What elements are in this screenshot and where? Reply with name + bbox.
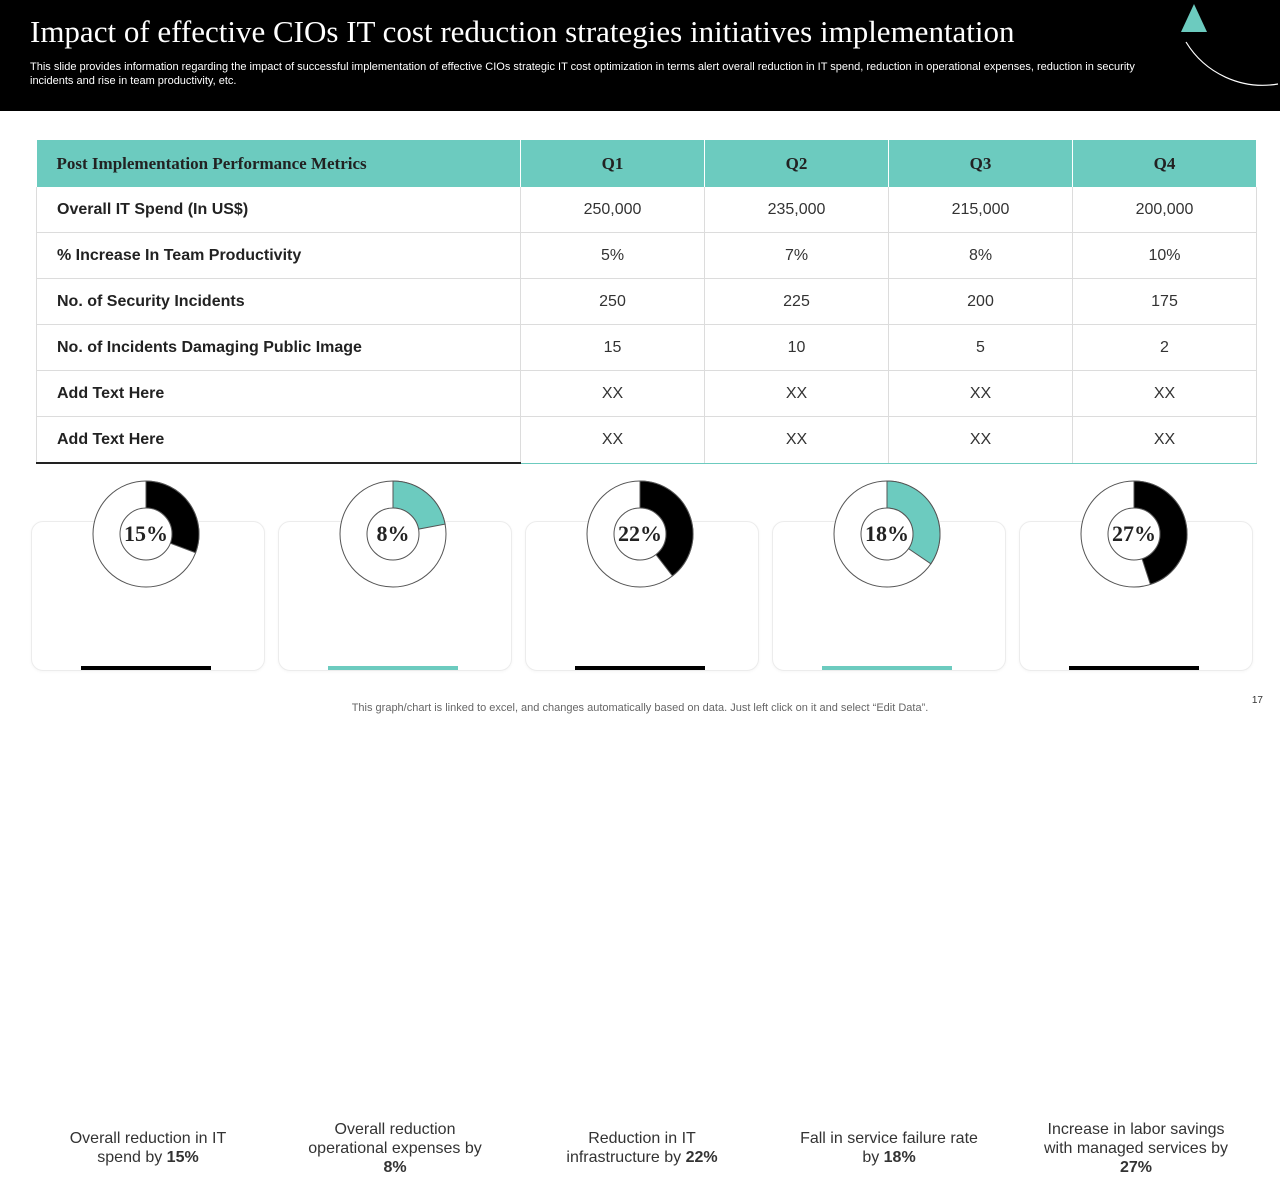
cell-q3: XX bbox=[888, 416, 1073, 464]
cell-q1: 5% bbox=[520, 232, 705, 279]
kpi-description: Reduction in IT infrastructure by 22% bbox=[566, 1130, 718, 1166]
table-row: No. of Security Incidents 250 225 200 17… bbox=[36, 278, 1257, 325]
table-header-q2: Q2 bbox=[704, 140, 889, 187]
kpi-donut bbox=[92, 480, 200, 588]
cell-q2: XX bbox=[704, 370, 889, 417]
row-label: Add Text Here bbox=[36, 370, 521, 417]
cell-q2: 10 bbox=[704, 324, 889, 371]
kpi-description: Increase in labor savings with managed s… bbox=[1043, 1120, 1229, 1176]
cell-q2: XX bbox=[704, 416, 889, 464]
cell-q3: 8% bbox=[888, 232, 1073, 279]
slide-subtitle: This slide provides information regardin… bbox=[30, 61, 1135, 87]
kpi-donut bbox=[833, 480, 941, 588]
table-row: Add Text Here XX XX XX XX bbox=[36, 416, 1257, 464]
table-row: % Increase In Team Productivity 5% 7% 8%… bbox=[36, 232, 1257, 279]
table-header-q3: Q3 bbox=[888, 140, 1073, 187]
kpi-accent-bar bbox=[1069, 666, 1199, 670]
kpi-accent-bar bbox=[575, 666, 705, 670]
footer-note: This graph/chart is linked to excel, and… bbox=[351, 702, 929, 714]
kpi-accent-bar bbox=[822, 666, 952, 670]
row-label: No. of Security Incidents bbox=[36, 278, 521, 325]
row-label: % Increase In Team Productivity bbox=[36, 232, 521, 279]
row-label: Add Text Here bbox=[36, 416, 521, 464]
metrics-table: Post Implementation Performance Metrics … bbox=[36, 140, 1257, 464]
kpi-donut bbox=[339, 480, 447, 588]
table-header-q4: Q4 bbox=[1072, 140, 1257, 187]
cell-q1: XX bbox=[520, 370, 705, 417]
cell-q4: 200,000 bbox=[1072, 187, 1257, 233]
row-label: Overall IT Spend (In US$) bbox=[36, 187, 521, 233]
page-number: 17 bbox=[1251, 695, 1263, 706]
kpi-accent-bar bbox=[81, 666, 211, 670]
cell-q4: XX bbox=[1072, 370, 1257, 417]
row-label: No. of Incidents Damaging Public Image bbox=[36, 324, 521, 371]
table-row: Overall IT Spend (In US$) 250,000 235,00… bbox=[36, 187, 1257, 233]
cell-q4: 175 bbox=[1072, 278, 1257, 325]
kpi-description: Overall reduction in IT spend by 15% bbox=[69, 1130, 227, 1166]
kpi-percent: 15% bbox=[124, 521, 168, 546]
kpi-description: Overall reduction operational expenses b… bbox=[308, 1120, 482, 1176]
cell-q4: XX bbox=[1072, 416, 1257, 464]
kpi-percent: 8% bbox=[376, 521, 410, 546]
cell-q1: 250 bbox=[520, 278, 705, 325]
slide-title: Impact of effective CIOs IT cost reducti… bbox=[30, 14, 1015, 49]
cell-q3: 200 bbox=[888, 278, 1073, 325]
cell-q4: 10% bbox=[1072, 232, 1257, 279]
kpi-accent-bar bbox=[328, 666, 458, 670]
cell-q2: 7% bbox=[704, 232, 889, 279]
cell-q3: 5 bbox=[888, 324, 1073, 371]
table-header-metric: Post Implementation Performance Metrics bbox=[36, 140, 521, 187]
cell-q1: XX bbox=[520, 416, 705, 464]
kpi-donut bbox=[586, 480, 694, 588]
table-header-q1: Q1 bbox=[520, 140, 705, 187]
kpi-description: Fall in service failure rate by 18% bbox=[800, 1130, 978, 1166]
slide-header: Impact of effective CIOs IT cost reducti… bbox=[0, 0, 1280, 111]
table-header-row: Post Implementation Performance Metrics … bbox=[36, 140, 1257, 187]
kpi-percent: 27% bbox=[1112, 521, 1156, 546]
cell-q2: 235,000 bbox=[704, 187, 889, 233]
cell-q3: 215,000 bbox=[888, 187, 1073, 233]
cell-q1: 15 bbox=[520, 324, 705, 371]
cell-q4: 2 bbox=[1072, 324, 1257, 371]
kpi-percent: 22% bbox=[618, 521, 662, 546]
decorative-arc-icon bbox=[1181, 4, 1279, 86]
table-row: Add Text Here XX XX XX XX bbox=[36, 370, 1257, 417]
kpi-donut bbox=[1080, 480, 1188, 588]
cell-q2: 225 bbox=[704, 278, 889, 325]
table-row: No. of Incidents Damaging Public Image 1… bbox=[36, 324, 1257, 371]
cell-q3: XX bbox=[888, 370, 1073, 417]
kpi-percent: 18% bbox=[865, 521, 909, 546]
cell-q1: 250,000 bbox=[520, 187, 705, 233]
